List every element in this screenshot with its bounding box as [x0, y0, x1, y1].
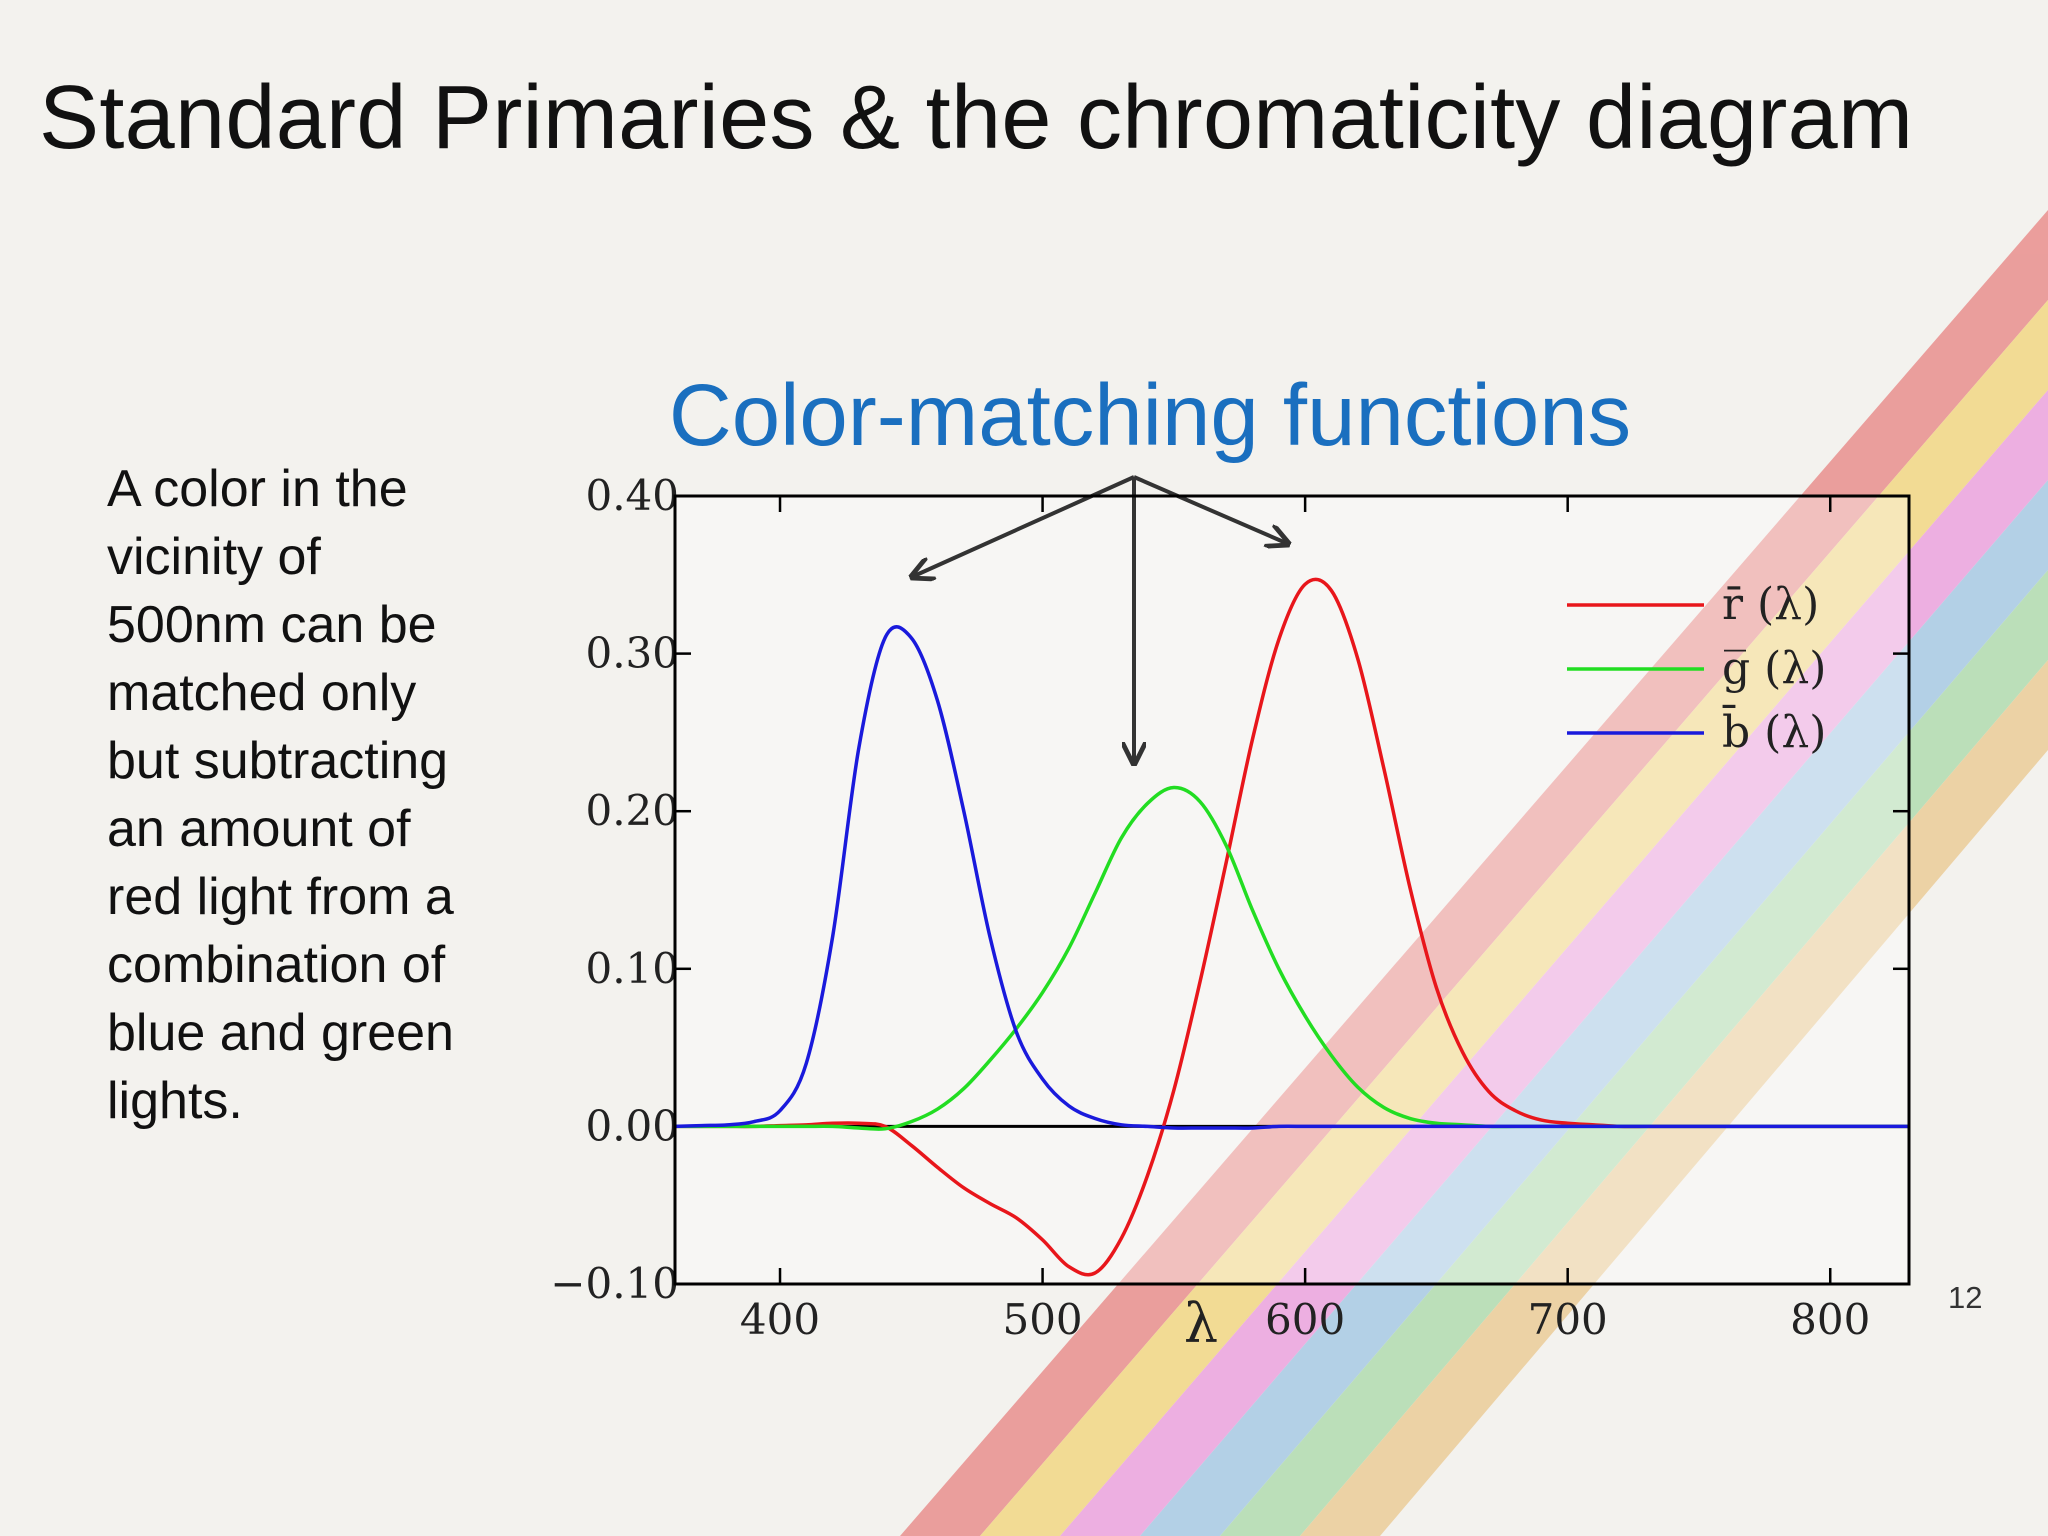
body-line: 500nm can be	[107, 596, 437, 654]
chart-title: Color-matching functions	[669, 367, 1631, 464]
x-axis-label: λ	[1184, 1292, 1218, 1355]
page-number: 12	[1948, 1280, 1982, 1315]
x-tick-label: 600	[1265, 1295, 1345, 1344]
slide-title: Standard Primaries & the chromaticity di…	[39, 68, 1913, 168]
x-tick-label: 800	[1790, 1295, 1870, 1344]
legend-label: r̄ (λ)	[1722, 579, 1819, 630]
body-line: blue and green	[107, 1004, 454, 1062]
y-tick-label: 0.30	[585, 629, 679, 678]
y-tick-label: −0.10	[550, 1259, 679, 1308]
plot-area	[675, 496, 1909, 1284]
x-tick-label: 500	[1002, 1295, 1082, 1344]
body-line: matched only	[107, 664, 416, 722]
y-tick-label: 0.20	[585, 786, 679, 835]
body-line: an amount of	[107, 800, 411, 858]
body-line: vicinity of	[107, 528, 321, 586]
body-line: but subtracting	[107, 732, 448, 790]
body-line: red light from a	[107, 868, 454, 926]
y-tick-label: 0.00	[585, 1101, 679, 1150]
rainbow-stripes	[900, 210, 2048, 1536]
body-line: combination of	[107, 936, 446, 994]
arrows	[914, 475, 1286, 761]
plot-frame	[673, 494, 1911, 1286]
body-line: A color in the	[107, 460, 408, 518]
arrow	[1133, 475, 1286, 543]
x-tick-label: 400	[740, 1295, 820, 1344]
legend-label: g̅ (λ)	[1722, 643, 1826, 694]
body-line: lights.	[107, 1072, 243, 1130]
y-tick-label: 0.40	[585, 471, 679, 520]
x-tick-label: 700	[1528, 1295, 1608, 1344]
body-text: A color in the vicinity of 500nm can be mat…	[107, 460, 454, 1130]
series-line	[674, 625, 1909, 1130]
y-tick-label: 0.10	[585, 944, 679, 993]
legend-label: b̄ (λ)	[1722, 703, 1826, 758]
arrow	[914, 475, 1135, 576]
